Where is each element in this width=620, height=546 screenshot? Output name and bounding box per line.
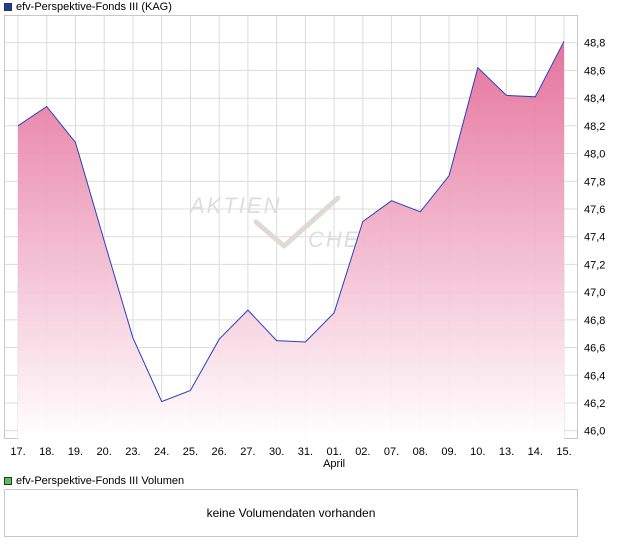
data-point [304, 341, 306, 343]
price-area-fill [18, 41, 564, 440]
x-tick-label: 30. [269, 446, 284, 458]
x-tick-label: 23. [125, 446, 140, 458]
data-point [132, 337, 134, 339]
data-point [189, 390, 191, 392]
price-legend: efv-Perspektive-Fonds III (KAG) [4, 0, 172, 14]
y-tick-label: 46,8 [584, 315, 605, 327]
x-tick-label: 09. [441, 446, 456, 458]
data-point [218, 338, 220, 340]
x-tick-label: 08. [413, 446, 428, 458]
x-tick-label: 17. [10, 446, 25, 458]
y-tick-label: 48,4 [584, 93, 605, 105]
volume-panel: keine Volumendaten vorhanden [4, 489, 578, 537]
x-tick-label: 18. [39, 446, 54, 458]
data-point [103, 240, 105, 242]
price-line [17, 41, 565, 403]
data-point [17, 125, 19, 127]
y-tick-label: 46,2 [584, 398, 605, 410]
data-point [534, 96, 536, 98]
x-tick-label: 14. [528, 446, 543, 458]
y-tick-label: 48,2 [584, 121, 605, 133]
x-tick-label: 07. [384, 446, 399, 458]
data-point [563, 40, 565, 42]
price-chart: AKTIEN CHECK 46,046,246,446,646,847,047,… [5, 16, 605, 470]
y-tick-label: 46,6 [584, 343, 605, 355]
data-point [46, 105, 48, 107]
y-tick-label: 47,2 [584, 259, 605, 271]
data-point [391, 200, 393, 202]
x-tick-label: 24. [154, 446, 169, 458]
x-tick-label: 27. [240, 446, 255, 458]
y-tick-label: 46,4 [584, 370, 605, 382]
x-tick-label: 20. [97, 446, 112, 458]
data-point [506, 94, 508, 96]
volume-legend: efv-Perspektive-Fonds III Volumen [4, 474, 184, 488]
x-tick-label: 26. [212, 446, 227, 458]
y-tick-label: 48,0 [584, 149, 605, 161]
y-tick-label: 47,6 [584, 204, 605, 216]
x-tick-label: 15. [556, 446, 571, 458]
x-tick-label: 19. [68, 446, 83, 458]
x-tick-label: 13. [499, 446, 514, 458]
x-tick-label: 25. [183, 446, 198, 458]
svg-text:AKTIEN: AKTIEN [188, 193, 281, 218]
x-tick-label: 10. [470, 446, 485, 458]
data-point [74, 141, 76, 143]
x-axis-ticks: 17. 18. 19. 20. 23. 24. 25. 26. 27. 30. 31. 01. 02. 0… [10, 446, 571, 470]
data-point [477, 67, 479, 69]
volume-legend-swatch [4, 477, 12, 485]
data-point [448, 175, 450, 177]
price-legend-swatch [4, 3, 12, 11]
x-tick-label: 02. [355, 446, 370, 458]
x-tick-label: 01. [326, 446, 341, 458]
volume-legend-label: efv-Perspektive-Fonds III Volumen [16, 475, 185, 487]
y-tick-label: 48,6 [584, 65, 605, 77]
y-tick-label: 47,0 [584, 287, 605, 299]
y-tick-label: 48,8 [584, 38, 605, 50]
price-legend-label: efv-Perspektive-Fonds III (KAG) [16, 1, 172, 13]
x-month-label: April [323, 458, 345, 470]
x-tick-label: 31. [298, 446, 313, 458]
no-volume-message: keine Volumendaten vorhanden [206, 506, 376, 520]
data-point [362, 220, 364, 222]
y-tick-label: 47,4 [584, 232, 605, 244]
y-axis-ticks: 46,0 46,2 46,4 46,6 46,8 47,0 47,2 47,4 47,6 47,8… [584, 38, 605, 438]
data-point [333, 312, 335, 314]
data-point [247, 309, 249, 311]
data-point [161, 401, 163, 403]
data-point [276, 340, 278, 342]
y-tick-label: 46,0 [584, 426, 605, 438]
y-tick-label: 47,8 [584, 176, 605, 188]
data-point [419, 211, 421, 213]
